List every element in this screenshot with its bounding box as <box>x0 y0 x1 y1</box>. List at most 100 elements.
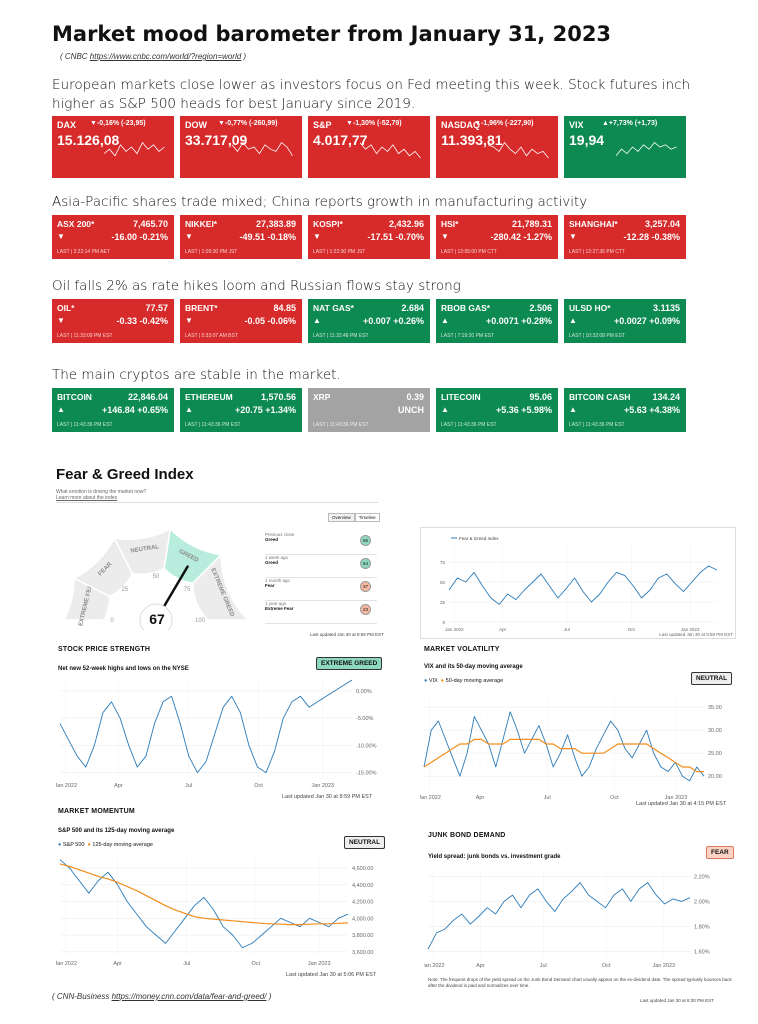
cnn-link[interactable]: https://money.cnn.com/data/fear-and-gree… <box>111 992 267 1001</box>
mom-badge: NEUTRAL <box>344 836 386 849</box>
history-row: Previous close Greed 66 <box>265 532 377 555</box>
tile-time: LAST | 7:19:20 PM EST <box>441 333 495 339</box>
vol-badge: NEUTRAL <box>691 672 733 685</box>
crypto-tile-0[interactable]: BITCOIN 22,846.04 ▲ +146.84 +0.65% LAST | 11… <box>52 388 174 432</box>
tile-time: LAST | 11:43:36 PM EST <box>185 422 241 428</box>
tab-overview[interactable]: Overview <box>328 513 355 522</box>
tile-arrow: ▲ <box>569 405 577 414</box>
tile-delta: -0.33 -0.42% <box>116 316 168 326</box>
tile-time: LAST | 1:22:30 PM JST <box>313 249 366 255</box>
x-tick-label: Jul <box>544 795 551 801</box>
fear-greed-history: Previous close Greed 66 1 week ago Greed 64 1 … <box>265 532 377 624</box>
oil-tile-2[interactable]: NAT GAS* 2.684 ▲ +0.007 +0.26% LAST | 11:32:… <box>308 299 430 343</box>
y-tick-label: 0 <box>442 620 445 625</box>
europe-tile-2[interactable]: S&P ▼-1,30% (-52,79) 4.017,77 <box>308 116 430 178</box>
gauge-hub <box>139 603 173 630</box>
tile-price: 3.1135 <box>652 303 680 313</box>
x-tick-label: Apr <box>114 783 123 789</box>
tile-time: LAST | 10:32:08 PM EST <box>569 333 625 339</box>
tile-arrow: ▲ <box>441 405 449 414</box>
y-tick-label: 0.00% <box>356 689 372 695</box>
asia-tile-1[interactable]: NIKKEI* 27,383.89 ▼ -49.51 -0.18% LAST | 1:0… <box>180 215 302 259</box>
learn-more-link[interactable]: Learn more about the index <box>56 495 118 501</box>
x-tick-label: Oct <box>252 961 261 967</box>
asia-tile-2[interactable]: KOSPI* 2,432.96 ▼ -17.51 -0.70% LAST | 1:22:… <box>308 215 430 259</box>
history-row: 1 year ago Extreme Fear 23 <box>265 601 377 624</box>
y-tick-label: 2.20% <box>694 874 710 880</box>
x-tick-label: Apr <box>476 795 485 801</box>
tile-arrow: ▲ <box>569 316 577 325</box>
series-line-0 <box>423 711 705 782</box>
history-label: 1 month ago <box>265 578 291 583</box>
europe-tile-1[interactable]: DOW ▼-0,77% (-260,99) 33.717,09 <box>180 116 302 178</box>
x-tick-label: Jul <box>185 783 192 789</box>
europe-tile-4[interactable]: VIX ▲+7,73% (+1,73) 19,94 <box>564 116 686 178</box>
europe-tile-3[interactable]: NASDAQ ▼-1,96% (-227,90) 11.393,81 <box>436 116 558 178</box>
y-tick-label: 50 <box>440 580 446 585</box>
x-tick-label: Jan 2023 <box>681 627 700 632</box>
tile-time: LAST | 11:43:36 PM EST <box>569 422 625 428</box>
page-title: Market mood barometer from January 31, 2… <box>52 22 612 46</box>
crypto-tile-3[interactable]: LITECOIN 95.06 ▲ +5.36 +5.98% LAST | 11:43:3… <box>436 388 558 432</box>
oil-tile-4[interactable]: ULSD HO* 3.1135 ▲ +0.0027 +0.09% LAST | 10:3… <box>564 299 686 343</box>
series-line-1 <box>59 863 349 926</box>
tile-delta: +0.0071 +0.28% <box>485 316 552 326</box>
tile-name: NAT GAS* <box>313 303 354 313</box>
crypto-tile-1[interactable]: ETHEREUM 1,570.56 ▲ +20.75 +1.34% LAST | 11:… <box>180 388 302 432</box>
x-tick-label: Jul <box>540 963 547 969</box>
tile-price: 3,257.04 <box>644 219 680 229</box>
x-tick-label: Jan 2023 <box>311 783 334 789</box>
vol-chart: 35.00 30.00 25.00 20.00 Jan 2022 Apr Jul Oct Jan… <box>420 698 722 801</box>
history-value: 37 <box>360 581 371 592</box>
tile-value: 33.717,09 <box>185 132 248 148</box>
asia-tile-4[interactable]: SHANGHAI* 3,257.04 ▼ -12.28 -0.38% LAST | 12… <box>564 215 686 259</box>
europe-text: European markets close lower as investor… <box>52 77 691 112</box>
oil-tile-0[interactable]: OIL* 77.57 ▼ -0.33 -0.42% LAST | 11:33:09 PM… <box>52 299 174 343</box>
tile-name: DAX <box>57 120 77 130</box>
oil-tile-3[interactable]: RBOB GAS* 2.506 ▲ +0.0071 +0.28% LAST | 7:19… <box>436 299 558 343</box>
x-tick-label: Jan 2023 <box>665 795 688 801</box>
tile-price: 2.506 <box>529 303 552 313</box>
x-tick-label: Jul <box>183 961 190 967</box>
tile-name: XRP <box>313 392 331 402</box>
asia-tile-0[interactable]: ASX 200* 7,465.70 ▼ -16.00 -0.21% LAST | 3:2… <box>52 215 174 259</box>
oil-tile-1[interactable]: BRENT* 84.85 ▼ -0.05 -0.06% LAST | 5:33:07 A… <box>180 299 302 343</box>
history-row: 1 week ago Greed 64 <box>265 555 377 578</box>
tile-time: LAST | 3:22:14 PM AET <box>57 249 110 255</box>
tab-timeline[interactable]: Timeline <box>354 513 380 522</box>
gauge-tick: 0 <box>110 618 114 624</box>
tile-price: 1,570.56 <box>260 392 296 402</box>
x-tick-label: Oct <box>254 783 263 789</box>
crypto-tile-2[interactable]: XRP 0.39 UNCH LAST | 11:43:36 PM EST <box>308 388 430 432</box>
fg-updated: Last updated Jan 30 at 8:59 PM EST <box>310 632 384 637</box>
tile-name: ETHEREUM <box>185 392 233 402</box>
tile-change: ▼-0,77% (-260,99) <box>218 120 278 127</box>
sparkline <box>232 141 293 157</box>
x-tick-label: Jan 2023 <box>308 961 331 967</box>
sps-badge: EXTREME GREED <box>316 657 383 670</box>
divider <box>56 502 378 503</box>
x-tick-label: Apr <box>113 961 122 967</box>
cnbc-link[interactable]: https://www.cnbc.com/world/?region=world <box>89 52 242 61</box>
gauge-tick: 75 <box>184 587 191 593</box>
sparkline <box>104 141 165 157</box>
x-tick-label: Jan 2022 <box>56 961 77 967</box>
tile-name: ULSD HO* <box>569 303 611 313</box>
tile-delta: +0.007 +0.26% <box>362 316 424 326</box>
history-state: Greed <box>265 537 279 542</box>
tile-name: BITCOIN <box>57 392 92 402</box>
tile-name: HSI* <box>441 219 459 229</box>
gauge-tick: 25 <box>122 587 129 593</box>
crypto-tile-4[interactable]: BITCOIN CASH 134.24 ▲ +5.63 +4.38% LAST | 11… <box>564 388 686 432</box>
jb-note: Note: The frequent drops of the yield sp… <box>428 977 732 988</box>
y-tick-label: 2.00% <box>694 899 710 905</box>
sps-subtitle: Net new 52-week highs and lows on the NY… <box>58 666 189 672</box>
sparkline-line <box>232 141 293 157</box>
oil-tiles: OIL* 77.57 ▼ -0.33 -0.42% LAST | 11:33:09 PM… <box>52 299 686 343</box>
tile-delta: -16.00 -0.21% <box>111 232 168 242</box>
series-line-1 <box>423 738 704 773</box>
europe-tile-0[interactable]: DAX ▼-0,16% (-23,95) 15.126,08 <box>52 116 174 178</box>
tile-value: 19,94 <box>569 132 605 148</box>
asia-tile-3[interactable]: HSI* 21,789.31 ▼ -280.42 -1.27% LAST | 12:05… <box>436 215 558 259</box>
fear-greed-subtitle: What emotion is driving the market now? L… <box>56 489 147 501</box>
